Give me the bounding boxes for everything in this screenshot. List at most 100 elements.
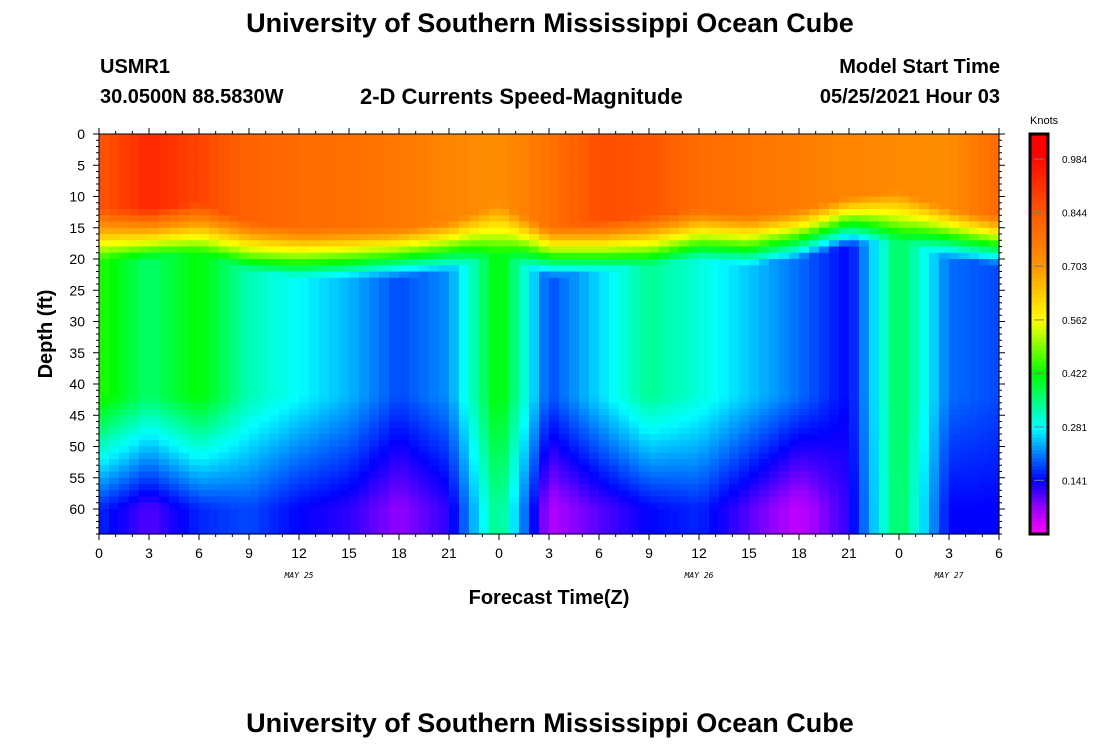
heatmap-cell bbox=[329, 471, 340, 479]
heatmap-cell bbox=[719, 259, 730, 266]
heatmap-cell bbox=[409, 484, 420, 491]
heatmap-cell bbox=[619, 427, 630, 435]
heatmap-cell bbox=[299, 365, 310, 373]
heatmap-cell bbox=[459, 346, 470, 354]
heatmap-cell bbox=[199, 140, 210, 148]
heatmap-cell bbox=[139, 390, 150, 398]
heatmap-cell bbox=[409, 296, 420, 304]
heatmap-cell bbox=[359, 421, 370, 429]
heatmap-cell bbox=[459, 171, 470, 179]
heatmap-cell bbox=[589, 471, 600, 479]
heatmap-cell bbox=[119, 484, 130, 491]
heatmap-cell bbox=[659, 215, 670, 223]
heatmap-cell bbox=[849, 502, 860, 510]
heatmap-cell bbox=[509, 171, 520, 179]
heatmap-cell bbox=[799, 315, 810, 323]
heatmap-cell bbox=[609, 134, 620, 141]
heatmap-cell bbox=[239, 265, 250, 273]
heatmap-cell bbox=[839, 421, 850, 429]
heatmap-cell bbox=[279, 140, 290, 148]
heatmap-cell bbox=[699, 227, 710, 235]
heatmap-cell bbox=[499, 215, 510, 223]
heatmap-cell bbox=[849, 171, 860, 179]
heatmap-cell bbox=[259, 465, 270, 473]
heatmap-cell bbox=[629, 359, 640, 366]
heatmap-cell bbox=[499, 390, 510, 398]
heatmap-cell bbox=[479, 252, 490, 260]
heatmap-cell bbox=[679, 134, 690, 141]
heatmap-cell bbox=[299, 402, 310, 410]
heatmap-cell bbox=[469, 477, 480, 485]
heatmap-cell bbox=[819, 440, 830, 448]
heatmap-cell bbox=[859, 371, 870, 379]
heatmap-cell bbox=[269, 384, 280, 391]
heatmap-cell bbox=[549, 271, 560, 279]
heatmap-cell bbox=[219, 415, 230, 423]
heatmap-cell bbox=[549, 434, 560, 441]
heatmap-cell bbox=[709, 484, 720, 491]
heatmap-cell bbox=[799, 334, 810, 341]
heatmap-cell bbox=[259, 271, 270, 279]
heatmap-cell bbox=[489, 240, 500, 248]
heatmap-cell bbox=[729, 152, 740, 160]
heatmap-cell bbox=[369, 527, 380, 535]
heatmap-cell bbox=[719, 434, 730, 441]
heatmap-cell bbox=[189, 296, 200, 304]
heatmap-cell bbox=[229, 359, 240, 366]
heatmap-cell bbox=[729, 434, 740, 441]
heatmap-cell bbox=[739, 352, 750, 360]
heatmap-cell bbox=[379, 452, 390, 460]
heatmap-cell bbox=[279, 440, 290, 448]
heatmap-cell bbox=[189, 196, 200, 204]
heatmap-cell bbox=[579, 165, 590, 173]
heatmap-cell bbox=[669, 352, 680, 360]
heatmap-cell bbox=[329, 446, 340, 454]
heatmap-cell bbox=[359, 140, 370, 148]
heatmap-cell bbox=[349, 434, 360, 441]
heatmap-cell bbox=[829, 459, 840, 466]
heatmap-cell bbox=[259, 477, 270, 485]
heatmap-cell bbox=[329, 309, 340, 316]
heatmap-cell bbox=[279, 190, 290, 198]
heatmap-cell bbox=[109, 465, 120, 473]
heatmap-cell bbox=[839, 527, 850, 535]
heatmap-cell bbox=[279, 265, 290, 273]
heatmap-cell bbox=[279, 527, 290, 535]
heatmap-cell bbox=[159, 409, 170, 416]
heatmap-cell bbox=[569, 215, 580, 223]
heatmap-cell bbox=[319, 334, 330, 341]
heatmap-cell bbox=[799, 209, 810, 216]
heatmap-cell bbox=[719, 409, 730, 416]
heatmap-cell bbox=[369, 309, 380, 316]
heatmap-cell bbox=[869, 415, 880, 423]
heatmap-cell bbox=[839, 521, 850, 529]
heatmap-cell bbox=[459, 190, 470, 198]
heatmap-cell bbox=[759, 365, 770, 373]
heatmap-cell bbox=[549, 290, 560, 298]
heatmap-cell bbox=[319, 352, 330, 360]
heatmap-cell bbox=[489, 352, 500, 360]
heatmap-cell bbox=[729, 215, 740, 223]
heatmap-cell bbox=[519, 327, 530, 335]
heatmap-cell bbox=[399, 265, 410, 273]
heatmap-cell bbox=[489, 496, 500, 504]
heatmap-cell bbox=[839, 390, 850, 398]
heatmap-cell bbox=[279, 509, 290, 516]
heatmap-cell bbox=[869, 427, 880, 435]
heatmap-cell bbox=[769, 365, 780, 373]
heatmap-cell bbox=[589, 240, 600, 248]
heatmap-cell bbox=[299, 221, 310, 229]
heatmap-cell bbox=[129, 371, 140, 379]
heatmap-cell bbox=[759, 434, 770, 441]
heatmap-cell bbox=[759, 421, 770, 429]
heatmap-cell bbox=[779, 309, 790, 316]
heatmap-cell bbox=[729, 234, 740, 241]
heatmap-cell bbox=[799, 402, 810, 410]
heatmap-cell bbox=[559, 334, 570, 341]
heatmap-cell bbox=[189, 209, 200, 216]
heatmap-cell bbox=[99, 321, 110, 329]
heatmap-cell bbox=[99, 502, 110, 510]
heatmap-cell bbox=[379, 259, 390, 266]
heatmap-cell bbox=[729, 509, 740, 516]
heatmap-cell bbox=[809, 321, 820, 329]
